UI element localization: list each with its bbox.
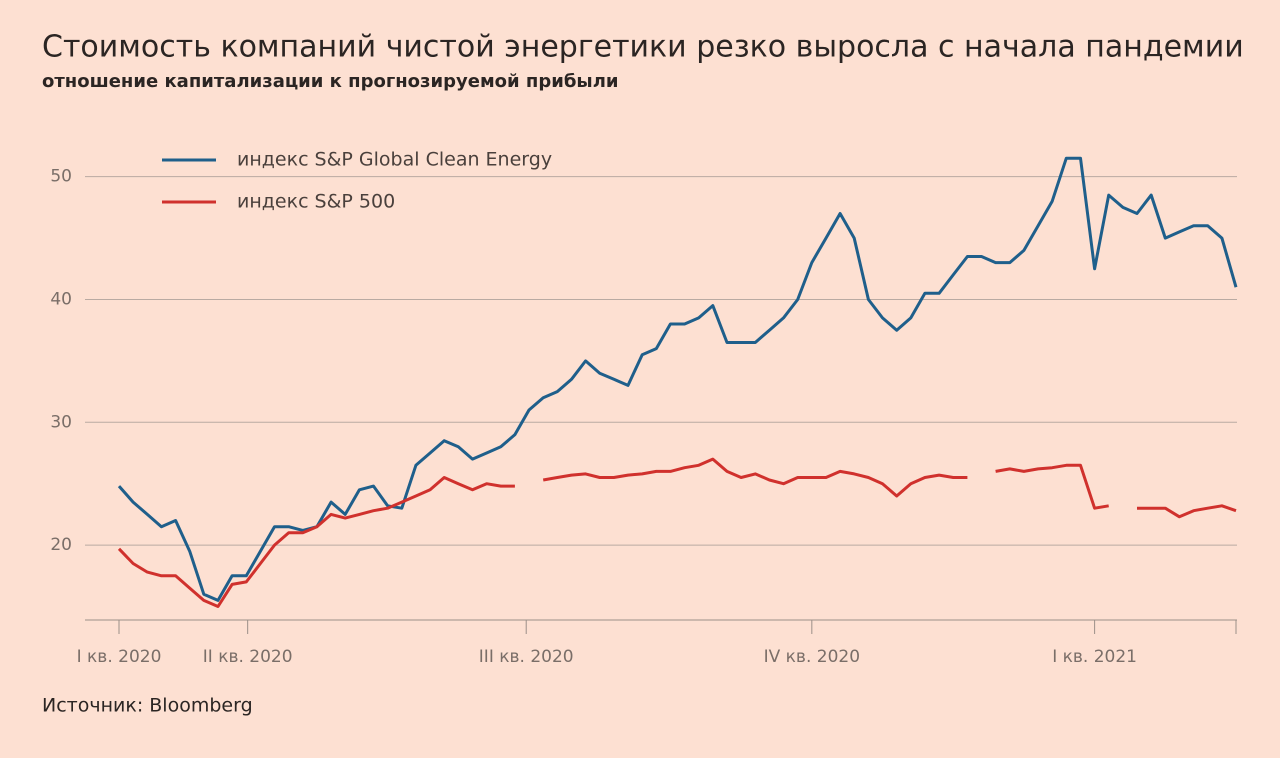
y-tick-label: 40: [50, 289, 72, 309]
legend-label: индекс S&P 500: [237, 191, 395, 213]
series-line: [117, 457, 1237, 608]
series-line: [117, 156, 1238, 602]
x-tick-label: II кв. 2020: [203, 647, 293, 667]
y-tick-label: 30: [50, 412, 72, 432]
chart-title: Стоимость компаний чистой энергетики рез…: [42, 30, 1244, 65]
x-tick-label: III кв. 2020: [479, 647, 574, 667]
x-tick-label: I кв. 2021: [1052, 647, 1137, 667]
source-note: Источник: Bloomberg: [42, 695, 253, 717]
legend-label: индекс S&P Global Clean Energy: [237, 149, 552, 171]
y-tick-label: 50: [50, 167, 72, 187]
x-tick-label: I кв. 2020: [77, 647, 162, 667]
chart-subtitle: отношение капитализации к прогнозируемой…: [42, 71, 618, 92]
y-tick-label: 20: [50, 535, 72, 555]
x-tick-label: IV кв. 2020: [764, 647, 860, 667]
